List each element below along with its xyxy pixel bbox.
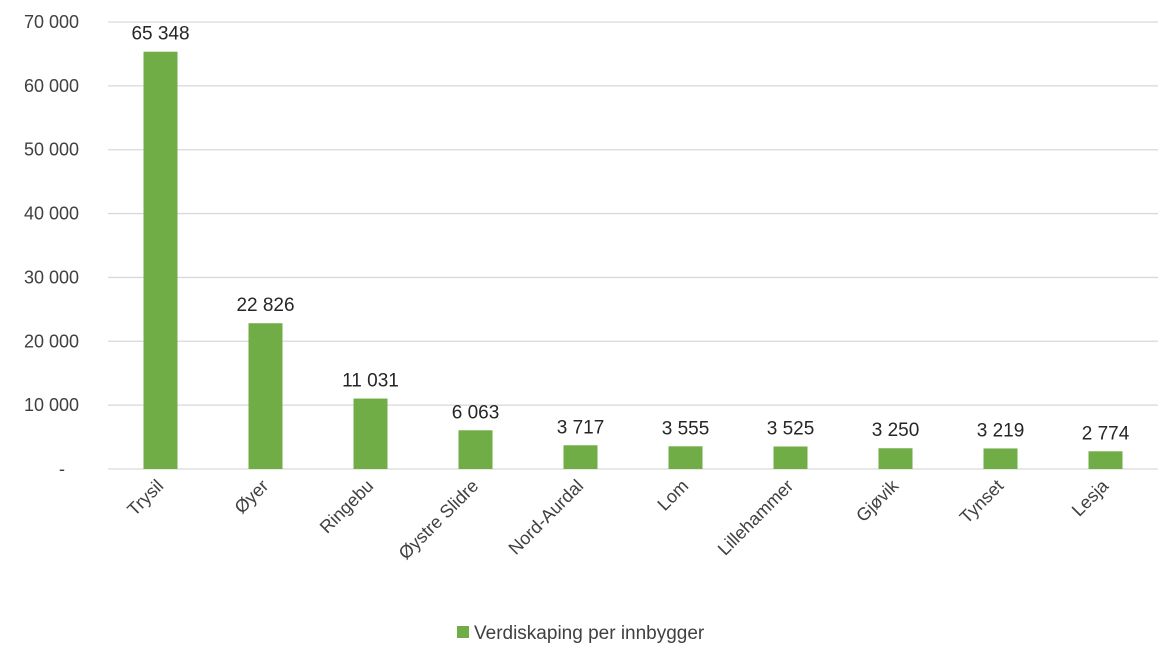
data-label: 3 250 [872,420,920,441]
bar [458,430,493,469]
y-tick-label: 40 000 [24,204,79,224]
bar [143,51,178,469]
bars [143,51,1123,469]
legend-swatch [457,626,469,638]
data-label: 2 774 [1082,423,1130,444]
gridlines [108,21,1158,470]
x-category-label: Nord-Aurdal [505,476,588,559]
y-tick-label: 50 000 [24,140,79,160]
x-category-label: Øyer [231,476,273,518]
x-category-label: Trysil [123,476,167,520]
x-category-label: Tynset [956,476,1008,528]
data-label: 3 555 [662,418,710,439]
x-category-label: Ringebu [316,476,378,538]
legend: Verdiskaping per innbygger [457,623,705,644]
data-label: 3 219 [977,420,1025,441]
bar [563,445,598,469]
bar [248,323,283,469]
data-label: 11 031 [342,371,399,392]
legend-label: Verdiskaping per innbygger [474,623,705,644]
data-label: 65 348 [131,24,189,45]
x-axis-category-labels: Trysil Øyer Ringebu Øystre Slidre Nord-Aurda… [123,475,1113,563]
data-label: 6 063 [452,402,500,423]
x-category-label: Lesja [1068,475,1113,520]
bar [878,448,913,469]
data-labels: 65 348 22 826 11 031 6 063 3 717 3 555 3 525 3 … [131,24,1129,445]
bar [668,446,703,469]
x-category-label: Øystre Slidre [395,476,483,564]
bar [983,448,1018,469]
data-label: 3 717 [557,417,605,438]
y-axis-tick-labels: - 10 000 20 000 30 000 40 000 50 000 60 000 70 … [24,12,79,479]
y-tick-label: 20 000 [24,331,79,351]
bar [353,398,388,469]
x-category-label: Lillehammer [714,476,797,559]
x-category-label: Gjøvik [852,475,903,526]
data-label: 3 525 [767,418,815,439]
data-label: 22 826 [236,295,294,316]
y-tick-label: 60 000 [24,76,79,96]
y-tick-label: 70 000 [24,12,79,32]
bar [1088,451,1123,469]
y-tick-label: - [59,459,65,479]
bar [773,446,808,469]
x-category-label: Lom [653,476,692,515]
y-tick-label: 30 000 [24,267,79,287]
y-tick-label: 10 000 [24,395,79,415]
